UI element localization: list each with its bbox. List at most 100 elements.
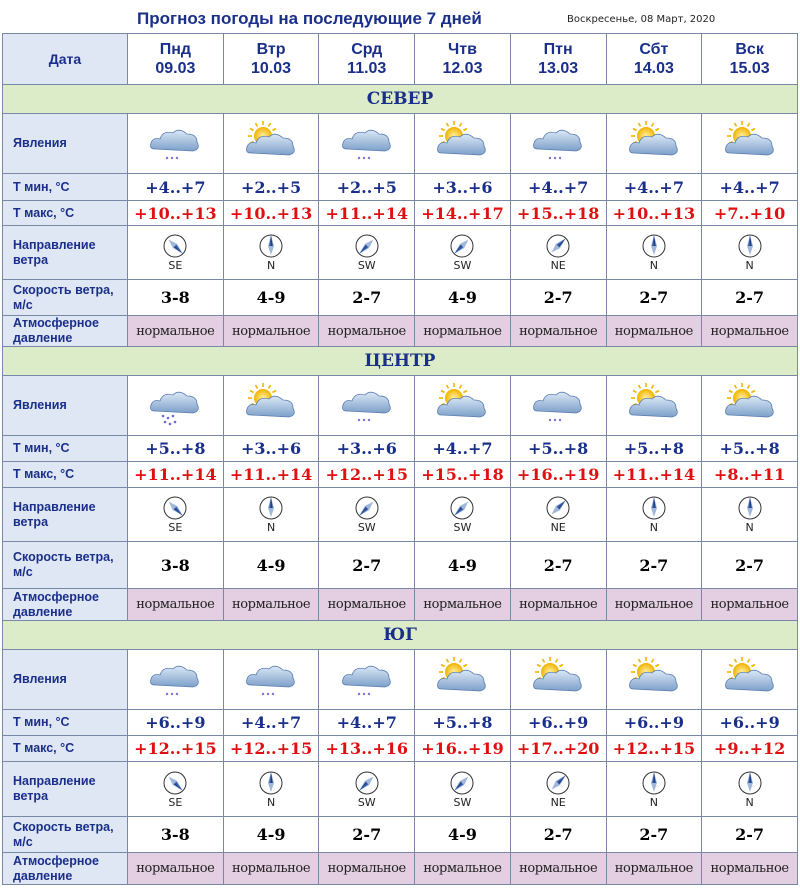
wind-direction-cell: N <box>605 761 703 817</box>
sun-cloud-icon <box>607 120 701 167</box>
weather-cell <box>509 113 607 174</box>
compass-icon <box>607 233 701 259</box>
tmax-value: +16..+19 <box>509 461 607 488</box>
wind-direction-cell: NE <box>509 761 607 817</box>
wind-direction-cell: N <box>701 761 798 817</box>
phenomena-row: Явления <box>2 649 798 710</box>
page-title: Прогноз погоды на последующие 7 дней <box>137 9 482 28</box>
tmax-value: +12..+15 <box>127 735 224 762</box>
pressure-value: нормальное <box>318 315 416 347</box>
wind-direction-value: N <box>649 795 658 809</box>
region-band: СЕВЕР <box>2 84 798 114</box>
day-date: 12.03 <box>442 60 483 77</box>
pressure-label: Атмосферное давление <box>2 852 128 885</box>
tmin-value: +6..+9 <box>701 709 798 736</box>
tmin-value: +5..+8 <box>414 709 511 736</box>
wind-direction-value: N <box>266 521 276 534</box>
tmin-value: +3..+6 <box>318 435 416 462</box>
wind-speed-value: 2-7 <box>318 816 416 853</box>
weather-cell <box>127 649 224 710</box>
tmin-value: +4..+7 <box>701 173 798 201</box>
weather-cell <box>701 649 798 710</box>
wind-direction-cell: SE <box>127 225 224 280</box>
pressure-value: нормальное <box>414 852 511 885</box>
wind-speed-value: 4-9 <box>222 541 320 589</box>
tmin-row: Т мин, °С +6..+9 +4..+7 +4..+7 +5..+8 +6..+9 +… <box>2 709 798 736</box>
tmin-value: +4..+7 <box>605 173 703 201</box>
wind-direction-value: SW <box>357 259 376 272</box>
wind-direction-value: NE <box>550 795 566 809</box>
tmax-value: +11..+14 <box>318 200 416 226</box>
day-date: 09.03 <box>155 60 196 77</box>
tmin-value: +5..+8 <box>701 435 798 462</box>
cloud-snow-icon <box>511 383 605 429</box>
compass-icon <box>320 233 414 259</box>
wind-speed-label: Скорость ветра, м/с <box>2 279 128 316</box>
sun-cloud-icon <box>703 382 797 429</box>
wind-direction-value: NE <box>550 259 566 272</box>
day-header: Чтв 12.03 <box>414 33 511 85</box>
tmax-row: Т макс, °С +11..+14 +11..+14 +12..+15 +15..+… <box>2 461 798 488</box>
wind-direction-cell: NE <box>509 487 607 542</box>
wind-direction-value: N <box>649 259 658 272</box>
compass-icon <box>128 495 222 521</box>
wind-speed-value: 4-9 <box>414 816 511 853</box>
weather-cell <box>127 375 224 436</box>
wind-speed-label: Скорость ветра, м/с <box>2 816 128 853</box>
wind-direction-cell: SW <box>318 761 416 817</box>
tmax-label: Т макс, °С <box>2 461 128 488</box>
cloud-snow-icon <box>320 657 414 703</box>
wind-direction-cell: SW <box>414 487 511 542</box>
day-date: 15.03 <box>729 60 770 77</box>
wind-direction-value: SW <box>453 795 472 809</box>
tmin-row: Т мин, °С +5..+8 +3..+6 +3..+6 +4..+7 +5..+8 +… <box>2 435 798 462</box>
weather-cell <box>318 375 416 436</box>
wind-speed-value: 2-7 <box>509 541 607 589</box>
wind-speed-value: 4-9 <box>222 816 320 853</box>
pressure-value: нормальное <box>127 852 224 885</box>
day-date: 11.03 <box>347 60 387 77</box>
pressure-row: Атмосферное давление нормальное нормальное… <box>2 588 798 621</box>
weather-cell <box>605 113 703 174</box>
pressure-value: нормальное <box>414 315 511 347</box>
compass-icon <box>224 770 318 796</box>
wind-direction-value: SW <box>357 521 376 534</box>
wind-direction-cell: NE <box>509 225 607 280</box>
wind-speed-value: 3-8 <box>127 541 224 589</box>
weather-cell <box>127 113 224 174</box>
weather-cell <box>222 375 320 436</box>
day-header: Сбт 14.03 <box>605 33 703 85</box>
wind-direction-cell: SW <box>414 761 511 817</box>
compass-icon <box>607 495 701 521</box>
wind-speed-value: 2-7 <box>605 541 703 589</box>
compass-icon <box>511 770 605 796</box>
wind-direction-cell: N <box>222 487 320 542</box>
pressure-value: нормальное <box>509 852 607 885</box>
wind-speed-value: 3-8 <box>127 816 224 853</box>
phenomena-row: Явления <box>2 113 798 174</box>
wind-speed-row: Скорость ветра, м/с 3-8 4-9 2-7 4-9 2-7 2-7 2-7 <box>2 279 798 316</box>
wind-direction-cell: N <box>222 761 320 817</box>
tmin-value: +4..+7 <box>509 173 607 201</box>
weather-cell <box>318 649 416 710</box>
compass-icon <box>511 495 605 521</box>
wind-direction-value: N <box>266 795 276 809</box>
wind-speed-value: 4-9 <box>414 279 511 316</box>
tmax-value: +12..+15 <box>318 461 416 488</box>
wind-direction-cell: SW <box>318 487 416 542</box>
weather-cell <box>414 375 511 436</box>
tmax-value: +11..+14 <box>605 461 703 488</box>
day-header: Птн 13.03 <box>509 33 607 85</box>
tmax-value: +13..+16 <box>318 735 416 762</box>
compass-icon <box>416 770 510 796</box>
wind-speed-value: 2-7 <box>318 279 416 316</box>
sun-cloud-icon <box>703 656 797 703</box>
day-name: Птн <box>543 41 573 58</box>
tmax-value: +17..+20 <box>509 735 607 762</box>
pressure-value: нормальное <box>605 315 703 347</box>
phenomena-label: Явления <box>2 649 128 710</box>
compass-icon <box>703 770 797 796</box>
weather-cell <box>222 113 320 174</box>
tmin-value: +2..+5 <box>318 173 416 201</box>
wind-direction-value: NE <box>550 521 566 534</box>
